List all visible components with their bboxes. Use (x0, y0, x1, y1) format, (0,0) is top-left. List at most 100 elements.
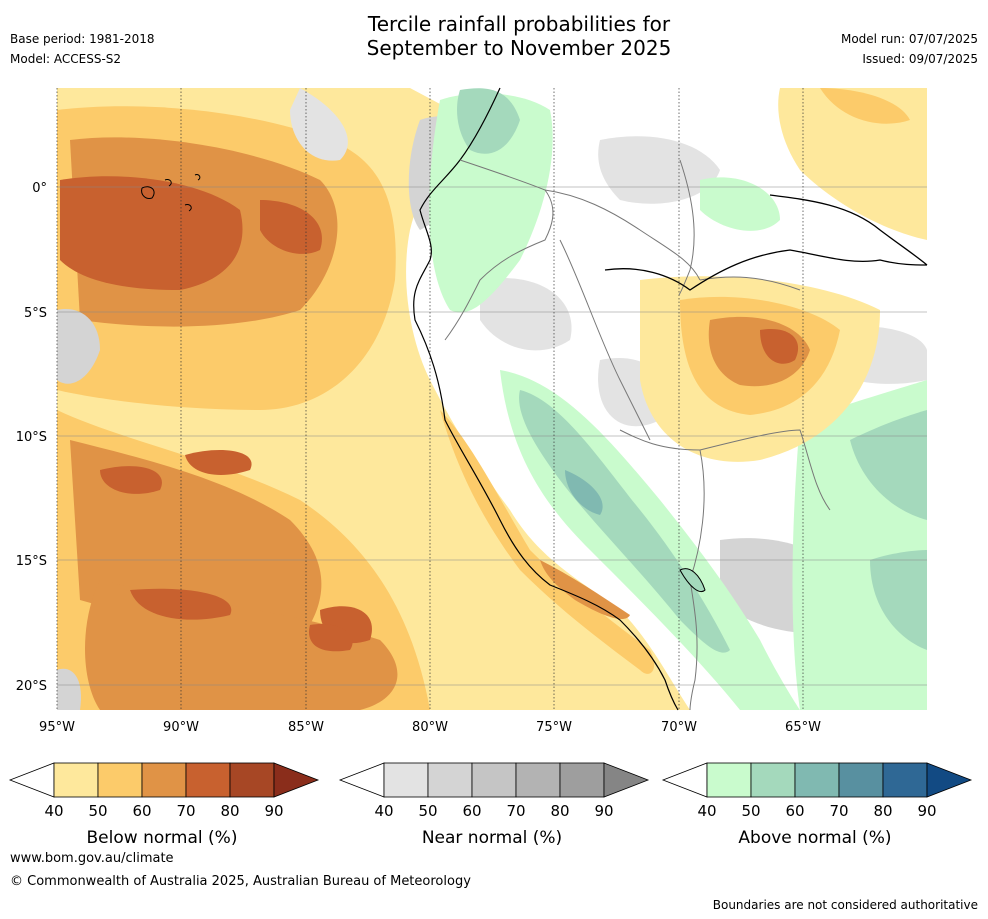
field-near-peru-north (480, 278, 572, 351)
colorbar-high-extend (926, 762, 973, 798)
colorbar-segment (794, 762, 840, 798)
field-below-80-north (60, 176, 243, 290)
field-below-80-patch-c (130, 588, 232, 620)
colorbar-tick-label: 40 (44, 802, 63, 820)
colorbar-tick-label: 60 (785, 802, 804, 820)
boundaries-disclaimer: Boundaries are not considered authoritat… (712, 898, 978, 912)
legend-title-near: Near normal (%) (422, 828, 562, 848)
field-near-north (290, 88, 348, 161)
field-above-60-north-andes (457, 88, 520, 154)
colorbar-segment (229, 762, 275, 798)
colorbar-tick-label: 50 (741, 802, 760, 820)
latitude-labels: 0° 5°S 10°S 15°S 20°S (16, 181, 47, 694)
title-line-1: Tercile rainfall probabilities for (367, 12, 671, 36)
colorbar-segment (559, 762, 605, 798)
colorbar-segment (97, 762, 143, 798)
colorbar-tick-label: 60 (462, 802, 481, 820)
galapagos-islands (141, 174, 201, 212)
lon-label: 80°W (412, 720, 448, 735)
colorbar-low-extend (338, 762, 385, 798)
legend-below-normal: 40 50 60 70 80 90 Below normal (%) (8, 762, 320, 848)
colorbar-tick-label: 50 (418, 802, 437, 820)
field-below-50-north (778, 88, 927, 240)
field-below-60-coast (440, 410, 655, 674)
lon-label: 90°W (163, 720, 199, 735)
legend-title-below: Below normal (%) (87, 828, 238, 848)
amazon-river (604, 194, 928, 291)
lat-label: 10°S (16, 430, 47, 445)
field-below-80-patch-a (100, 466, 162, 494)
colorbar-high-extend (273, 762, 320, 798)
colorbar-tick-label: 80 (873, 802, 892, 820)
title-line-2: September to November 2025 (366, 36, 672, 60)
colorbar-tick-label: 60 (132, 802, 151, 820)
meta-right: Model run: 07/07/2025 Issued: 09/07/2025 (841, 29, 978, 69)
colorbar-segment (53, 762, 99, 798)
colorbar-segment (838, 762, 884, 798)
lon-label: 95°W (39, 720, 75, 735)
colorbar-tick-label: 70 (829, 802, 848, 820)
field-below-60-north (820, 88, 910, 124)
field-below-80-patch-b (185, 450, 252, 475)
colorbar-near: 40 50 60 70 80 90 (338, 762, 650, 820)
colorbar-below: 40 50 60 70 80 90 (8, 762, 320, 820)
map-title: Tercile rainfall probabilities for Septe… (0, 12, 988, 60)
colorbar-segment (471, 762, 517, 798)
colorbar-tick-label: 40 (374, 802, 393, 820)
colorbar-segment (515, 762, 561, 798)
colorbar-tick-label: 90 (594, 802, 613, 820)
colorbar-above: 40 50 60 70 80 90 (661, 762, 973, 820)
longitude-labels: 95°W 90°W 85°W 80°W 75°W 70°W 65°W (39, 720, 821, 735)
colorbar-tick-label: 80 (220, 802, 239, 820)
lon-label: 70°W (661, 720, 697, 735)
lat-label: 20°S (16, 679, 47, 694)
meta-left: Base period: 1981-2018 Model: ACCESS-S2 (10, 29, 155, 69)
field-above-50-venezuela (700, 177, 780, 231)
field-above-60-east (850, 410, 927, 520)
lon-label: 75°W (536, 720, 572, 735)
lon-label: 85°W (288, 720, 324, 735)
legend-near-normal: 40 50 60 70 80 90 Near normal (%) (338, 762, 650, 848)
probability-fields (57, 88, 927, 710)
field-above-60-se (870, 550, 927, 650)
meridians (56, 88, 804, 710)
colorbar-segment (882, 762, 928, 798)
lat-label: 15°S (16, 554, 47, 569)
colorbar-tick-label: 40 (697, 802, 716, 820)
field-below-70-coast (540, 560, 630, 620)
lat-label: 0° (32, 181, 47, 196)
field-below-80-ne (260, 200, 322, 254)
colorbar-segment (427, 762, 473, 798)
colorbar-tick-label: 80 (550, 802, 569, 820)
colorbar-low-extend (8, 762, 55, 798)
country-borders (444, 159, 831, 711)
field-near-sw (57, 668, 81, 710)
colorbar-tick-label: 90 (264, 802, 283, 820)
colorbar-low-extend (661, 762, 708, 798)
legend-title-above: Above normal (%) (738, 828, 891, 848)
colorbar-high-extend (603, 762, 650, 798)
field-above-60-central-andes (519, 390, 730, 653)
colorbar-segment (141, 762, 187, 798)
field-above-50-north-andes (429, 93, 553, 313)
coastline (413, 87, 679, 711)
model-name: Model: ACCESS-S2 (10, 52, 122, 66)
field-below-80-amazon (760, 329, 799, 364)
lake-titicaca (679, 568, 706, 593)
colorbar-segment (750, 762, 796, 798)
issued-date: Issued: 09/07/2025 (862, 52, 978, 66)
colorbar-tick-label: 70 (176, 802, 195, 820)
colorbar-segment (706, 762, 752, 798)
model-run: Model run: 07/07/2025 (840, 32, 978, 46)
colorbar-tick-label: 50 (88, 802, 107, 820)
rainfall-probability-map: 0° 5°S 10°S 15°S 20°S 95°W 90°W 85°W 80°… (16, 87, 928, 735)
colorbar-tick-label: 90 (917, 802, 936, 820)
colorbar-tick-label: 70 (506, 802, 525, 820)
legend-above-normal: 40 50 60 70 80 90 Above normal (%) (661, 762, 973, 848)
colorbar-segment (185, 762, 231, 798)
field-above-70-central-andes (565, 470, 603, 515)
field-below-80-patch-e (309, 624, 353, 652)
base-period: Base period: 1981-2018 (10, 32, 155, 46)
colorbar-segment (383, 762, 429, 798)
bom-url[interactable]: www.bom.gov.au/climate (10, 851, 174, 866)
